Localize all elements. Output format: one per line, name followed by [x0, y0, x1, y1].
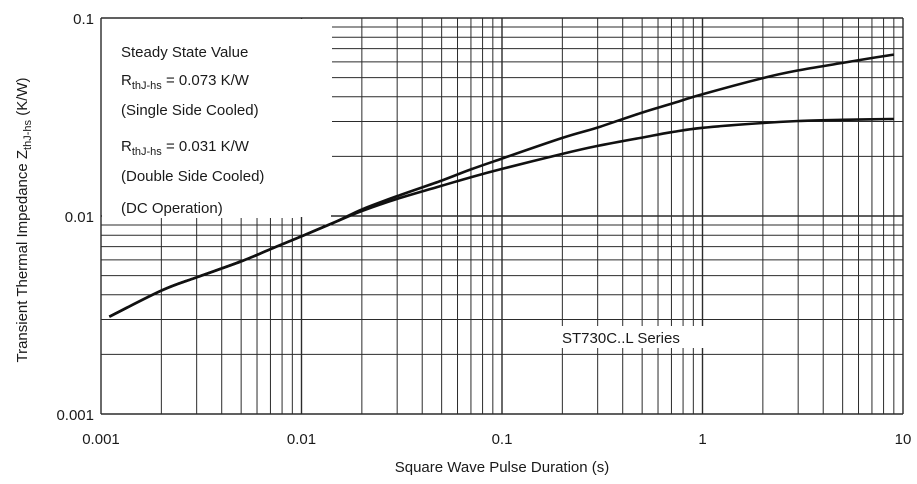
x-tick-label: 0.001: [82, 431, 120, 448]
series-line-2: [108, 117, 894, 318]
legend-line-text: R: [121, 72, 132, 89]
legend: Steady State Value RthJ-hs = 0.073 K/W (Si…: [102, 19, 723, 348]
x-tick-label: 0.01: [287, 431, 316, 448]
y-axis-label-unit: (K/W): [14, 77, 31, 120]
x-tick-label: 1: [698, 431, 706, 448]
legend-line: RthJ-hs = 0.073 K/W: [121, 72, 250, 92]
legend-line: (Double Side Cooled): [121, 168, 264, 185]
x-tick-label: 0.1: [492, 431, 513, 448]
legend-line: RthJ-hs = 0.031 K/W: [121, 138, 250, 158]
x-tick-label: 10: [895, 431, 912, 448]
y-axis-label-sub: thJ-hs: [22, 119, 34, 149]
legend-line: (DC Operation): [121, 200, 223, 217]
legend-line-sub: thJ-hs: [132, 80, 162, 92]
y-axis-label-main: Transient Thermal Impedance Z: [14, 150, 31, 363]
legend-line-sub: thJ-hs: [132, 146, 162, 158]
y-tick-label: 0.001: [56, 407, 94, 424]
tick-labels: 0.001 0.01 0.1 1 10 0.1 0.01 0.001: [56, 11, 911, 448]
legend-line-text: (DC Operation): [121, 200, 223, 217]
series-annotation-background: [557, 326, 723, 348]
legend-line-text: Steady State Value: [121, 44, 248, 61]
legend-line-value: = 0.073 K/W: [162, 72, 250, 89]
series-annotation: ST730C..L Series: [562, 330, 680, 347]
legend-line-value: = 0.031 K/W: [162, 138, 250, 155]
y-axis-label: Transient Thermal Impedance ZthJ-hs (K/W…: [14, 77, 34, 362]
x-axis-label: Square Wave Pulse Duration (s): [395, 459, 610, 476]
legend-line: (Single Side Cooled): [121, 102, 259, 119]
legend-line-text: (Single Side Cooled): [121, 102, 259, 119]
y-tick-label: 0.01: [65, 209, 94, 226]
series: [108, 53, 895, 318]
legend-background: [102, 19, 331, 217]
legend-line: Steady State Value: [121, 44, 248, 61]
y-tick-label: 0.1: [73, 11, 94, 28]
legend-line-text: R: [121, 138, 132, 155]
legend-line-text: (Double Side Cooled): [121, 168, 264, 185]
